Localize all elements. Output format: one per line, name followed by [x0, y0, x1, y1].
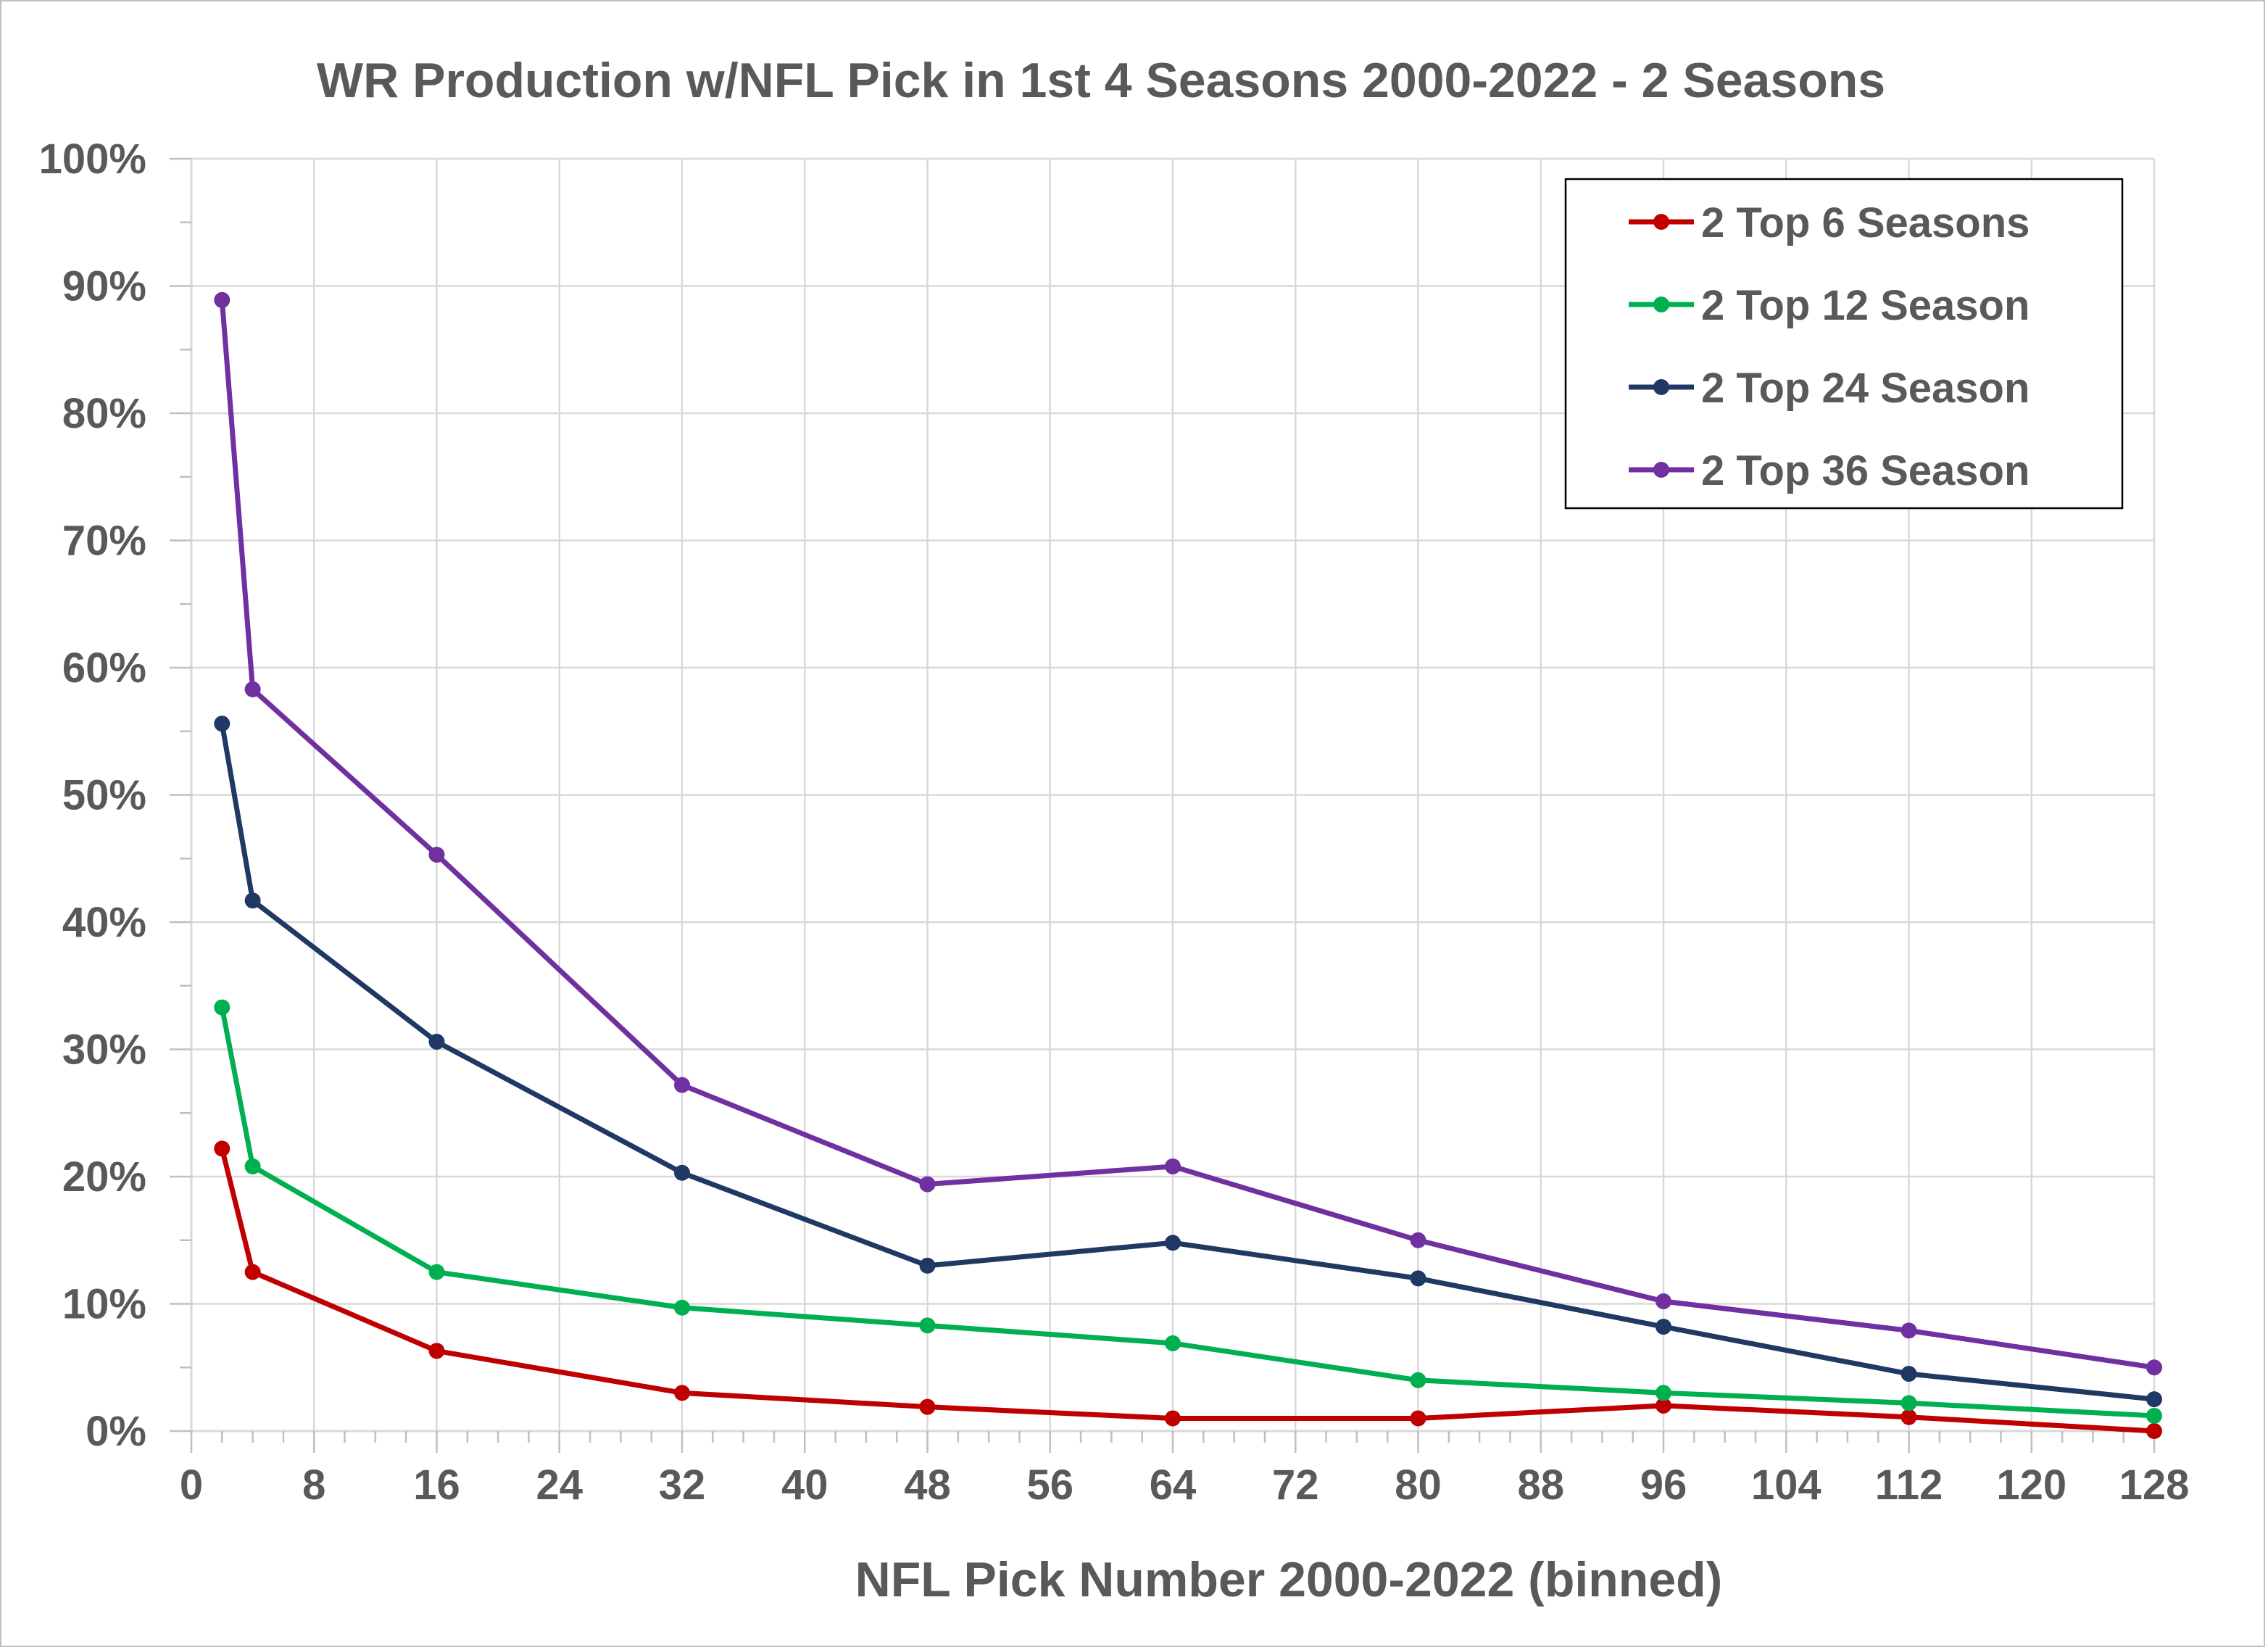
- y-tick-label: 0%: [86, 1408, 146, 1455]
- data-point: [2146, 1423, 2162, 1439]
- x-tick-label: 48: [904, 1462, 951, 1509]
- x-tick-label: 32: [659, 1462, 706, 1509]
- data-point: [2146, 1391, 2162, 1408]
- data-point: [244, 681, 261, 697]
- series-4: [214, 291, 2162, 1376]
- series-1: [214, 1140, 2162, 1439]
- x-tick-label: 112: [1875, 1462, 1943, 1509]
- series-2: [214, 999, 2162, 1424]
- data-point: [1901, 1409, 1917, 1425]
- x-tick-label: 88: [1517, 1462, 1564, 1509]
- data-point: [244, 1158, 261, 1174]
- x-tick-label: 40: [781, 1462, 828, 1509]
- data-point: [214, 999, 230, 1016]
- data-point: [1165, 1158, 1181, 1174]
- legend-swatch-marker: [1653, 379, 1669, 395]
- series-line: [219, 297, 2157, 1370]
- y-tick-label: 90%: [62, 263, 146, 310]
- legend-label: 2 Top 36 Season: [1701, 447, 2030, 494]
- x-tick-label: 104: [1751, 1462, 1822, 1509]
- data-point: [1410, 1410, 1426, 1427]
- x-tick-label: 56: [1026, 1462, 1073, 1509]
- data-point: [214, 716, 230, 732]
- data-point: [674, 1077, 690, 1093]
- y-tick-label: 100%: [39, 136, 146, 183]
- data-point: [674, 1164, 690, 1181]
- series-line: [219, 1005, 2157, 1419]
- data-point: [1656, 1293, 1671, 1309]
- x-tick-label: 64: [1150, 1462, 1197, 1509]
- data-point: [214, 1140, 230, 1157]
- data-point: [2146, 1359, 2162, 1376]
- chart-title: WR Production w/NFL Pick in 1st 4 Season…: [317, 53, 1885, 108]
- series-3: [214, 716, 2162, 1408]
- legend-box: [1564, 178, 2124, 510]
- legend-label: 2 Top 24 Season: [1701, 365, 2030, 412]
- legend-label: 2 Top 12 Season: [1701, 282, 2030, 329]
- data-point: [428, 1033, 445, 1050]
- series-line: [219, 721, 2157, 1402]
- data-point: [1656, 1397, 1671, 1414]
- data-point: [1165, 1235, 1181, 1251]
- legend-item: 2 Top 24 Season: [1629, 365, 2030, 412]
- y-axis-ticks: 0% 10% 20% 30% 40% 50% 60% 70% 80% 90% 100%: [39, 136, 146, 1455]
- legend-swatch-marker: [1653, 462, 1669, 478]
- y-tick-label: 50%: [62, 772, 146, 819]
- data-point: [1410, 1270, 1426, 1287]
- data-point: [1165, 1335, 1181, 1351]
- x-tick-label: 8: [302, 1462, 325, 1509]
- data-point: [1901, 1395, 1917, 1411]
- y-tick-label: 20%: [62, 1153, 146, 1201]
- data-point: [428, 846, 445, 863]
- data-point: [2146, 1407, 2162, 1424]
- legend-item: 2 Top 6 Seasons: [1629, 199, 2030, 246]
- x-tick-label: 128: [2119, 1462, 2190, 1509]
- data-point: [428, 1343, 445, 1359]
- data-point: [1901, 1366, 1917, 1382]
- legend-swatch-marker: [1653, 297, 1669, 312]
- data-point: [244, 892, 261, 909]
- data-point: [1410, 1372, 1426, 1388]
- legend-label: 2 Top 6 Seasons: [1701, 199, 2030, 246]
- data-point: [674, 1385, 690, 1401]
- data-point: [674, 1299, 690, 1316]
- y-tick-label: 70%: [62, 518, 146, 565]
- data-point: [1656, 1319, 1671, 1335]
- y-tick-label: 30%: [62, 1027, 146, 1074]
- series-line: [219, 1145, 2157, 1434]
- data-point: [919, 1257, 936, 1274]
- legend-item: 2 Top 36 Season: [1629, 447, 2030, 494]
- data-point: [1410, 1232, 1426, 1248]
- data-point: [919, 1398, 936, 1415]
- legend-swatch-marker: [1653, 214, 1669, 230]
- axes: [170, 157, 2156, 1453]
- data-point: [919, 1176, 936, 1193]
- x-tick-label: 72: [1272, 1462, 1319, 1509]
- data-point: [244, 1264, 261, 1280]
- x-axis-ticks: 0 8 16 24 32 40 48 56 64 72 80 88 96 104 112 120 128: [180, 1462, 2190, 1509]
- x-tick-label: 16: [413, 1462, 460, 1509]
- y-tick-label: 40%: [62, 899, 146, 946]
- data-point: [428, 1264, 445, 1280]
- y-tick-label: 10%: [62, 1281, 146, 1328]
- data-point: [1165, 1410, 1181, 1427]
- x-tick-label: 24: [536, 1462, 583, 1509]
- y-tick-label: 60%: [62, 644, 146, 692]
- x-tick-label: 0: [180, 1462, 203, 1509]
- series-lines: [214, 291, 2162, 1439]
- data-point: [1656, 1385, 1671, 1401]
- legend-item: 2 Top 12 Season: [1629, 282, 2030, 329]
- x-axis-title: NFL Pick Number 2000-2022 (binned): [855, 1552, 1723, 1607]
- x-tick-label: 96: [1640, 1462, 1687, 1509]
- x-tick-label: 120: [1996, 1462, 2066, 1509]
- x-tick-label: 80: [1395, 1462, 1442, 1509]
- legend: 2 Top 6 Seasons 2 Top 12 Season 2 Top 24 S…: [1564, 178, 2124, 510]
- data-point: [1901, 1322, 1917, 1339]
- data-point: [919, 1317, 936, 1334]
- y-tick-label: 80%: [62, 390, 146, 437]
- data-point: [214, 291, 230, 308]
